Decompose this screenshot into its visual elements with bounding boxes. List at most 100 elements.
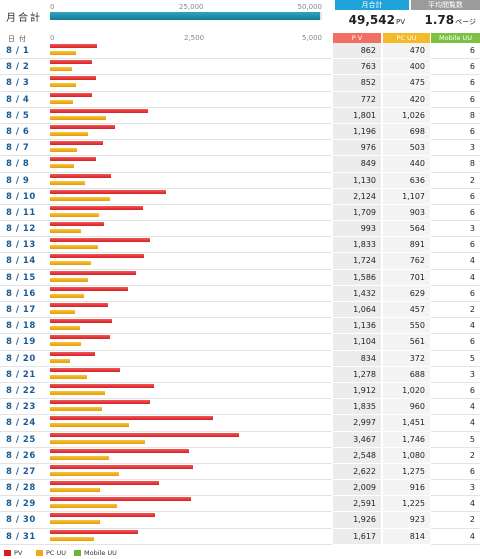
row-date: 8 / 23 <box>6 402 36 413</box>
pv-bar <box>50 432 239 437</box>
monthly-scale: 0 25,000 50,000 <box>50 3 322 13</box>
pc-uu-bar <box>50 148 78 153</box>
pc-uu-cell: 503 <box>383 140 430 157</box>
legend-label: PC UU <box>46 549 67 557</box>
pc-uu-bar <box>50 164 74 169</box>
row-chart-area <box>0 124 332 141</box>
pc-uu-bar <box>50 488 100 493</box>
mobile-uu-cell: 4 <box>431 528 480 545</box>
pv-cell: 1,586 <box>333 269 381 286</box>
pc-uu-cell: 470 <box>383 43 430 60</box>
mobile-uu-cell: 3 <box>431 366 480 383</box>
row-date: 8 / 16 <box>6 288 36 299</box>
legend-item-pv: PV <box>4 549 22 557</box>
pc-uu-cell: 698 <box>383 123 430 141</box>
table-row: 8 / 4 772 420 6 <box>0 91 480 108</box>
pc-uu-bar <box>50 245 99 250</box>
row-chart-area <box>0 286 332 302</box>
average-value-number: 1.78 <box>424 13 455 27</box>
mobile-uu-cell: 2 <box>431 447 480 464</box>
daily-table: 8 / 1 862 470 6 8 / 2 763 400 6 8 / 3 852 475 6 8 / … <box>0 43 480 545</box>
mobile-uu-cell: 4 <box>431 415 480 432</box>
table-row: 8 / 15 1,586 701 4 <box>0 269 480 286</box>
row-date: 8 / 8 <box>6 159 30 170</box>
pc-uu-bar <box>50 293 85 298</box>
pc-uu-cell: 561 <box>383 334 430 351</box>
pv-bar <box>50 157 97 162</box>
pv-bar <box>50 416 214 421</box>
row-chart-area <box>0 253 332 270</box>
table-header: 日付 0 2,500 5,000 P V PC UU Mobile UU <box>0 33 480 43</box>
row-date: 8 / 10 <box>6 191 36 202</box>
legend-item-mobile-uu: Mobile UU <box>74 549 117 557</box>
row-date: 8 / 13 <box>6 240 36 251</box>
mobile-uu-cell: 4 <box>431 496 480 513</box>
table-row: 8 / 9 1,130 636 2 <box>0 172 480 189</box>
pc-uu-bar <box>50 212 100 217</box>
mobile-uu-cell: 6 <box>431 59 480 76</box>
pv-cell: 1,926 <box>333 512 381 529</box>
total-value-number: 49,542 <box>348 13 395 27</box>
pv-bar <box>50 383 154 388</box>
row-chart-area <box>0 448 332 464</box>
legend-label: Mobile UU <box>84 549 117 557</box>
row-date: 8 / 6 <box>6 126 30 137</box>
pv-bar <box>50 141 104 146</box>
row-date: 8 / 12 <box>6 224 36 235</box>
table-row: 8 / 24 2,997 1,451 4 <box>0 415 480 432</box>
table-row: 8 / 11 1,709 903 6 <box>0 204 480 222</box>
row-chart-area <box>0 318 332 335</box>
pc-uu-bar <box>50 51 76 55</box>
pc-uu-cell: 916 <box>383 480 430 497</box>
chart-scale: 0 2,500 5,000 <box>50 33 322 43</box>
pc-uu-bar <box>50 261 92 266</box>
row-chart-area <box>0 108 332 124</box>
row-chart-area <box>0 351 332 367</box>
pc-uu-cell: 762 <box>383 253 430 270</box>
total-value-unit: PV <box>395 18 405 26</box>
row-date: 8 / 31 <box>6 531 36 542</box>
pv-cell: 1,617 <box>333 528 381 545</box>
chart-scale-label: 2,500 <box>184 34 205 42</box>
table-row: 8 / 26 2,548 1,080 2 <box>0 447 480 464</box>
row-date: 8 / 26 <box>6 450 36 461</box>
average-views-value: 1.78ページ <box>411 13 480 27</box>
pv-column-header: P V <box>333 33 381 43</box>
pv-cell: 3,467 <box>333 431 381 448</box>
pv-bar <box>50 254 144 259</box>
row-date: 8 / 24 <box>6 418 36 429</box>
pv-bar <box>50 319 112 324</box>
table-row: 8 / 7 976 503 3 <box>0 140 480 157</box>
mobile-uu-cell: 2 <box>431 512 480 529</box>
pc-uu-cell: 400 <box>383 59 430 76</box>
pv-cell: 1,064 <box>333 302 381 319</box>
table-row: 8 / 10 2,124 1,107 6 <box>0 188 480 205</box>
pv-bar <box>50 335 111 340</box>
monthly-total-bar-track <box>50 12 322 20</box>
row-chart-area <box>0 221 332 238</box>
pv-cell: 2,997 <box>333 415 381 432</box>
pv-cell: 1,801 <box>333 107 381 124</box>
pc-uu-cell: 457 <box>383 302 430 319</box>
pv-cell: 849 <box>333 156 381 173</box>
average-value-unit: ページ <box>455 18 476 26</box>
pv-bar <box>50 497 191 502</box>
mobile-uu-cell: 4 <box>431 399 480 416</box>
mobile-uu-cell: 6 <box>431 382 480 400</box>
pv-cell: 1,833 <box>333 237 381 254</box>
row-date: 8 / 17 <box>6 305 36 315</box>
row-chart-area <box>0 367 332 383</box>
legend-label: PV <box>14 549 23 557</box>
pc-uu-bar <box>50 277 89 282</box>
pv-cell: 772 <box>333 91 381 108</box>
monthly-scale-label: 50,000 <box>297 3 323 11</box>
pc-uu-bar <box>50 342 81 347</box>
average-views-box: 平均閲覧数 1.78ページ <box>411 0 480 27</box>
row-date: 8 / 14 <box>6 256 36 267</box>
pc-uu-bar <box>50 520 101 525</box>
row-date: 8 / 30 <box>6 515 36 526</box>
pv-bar <box>50 108 148 113</box>
table-row: 8 / 23 1,835 960 4 <box>0 399 480 416</box>
table-row: 8 / 12 993 564 3 <box>0 221 480 238</box>
table-row: 8 / 3 852 475 6 <box>0 75 480 92</box>
